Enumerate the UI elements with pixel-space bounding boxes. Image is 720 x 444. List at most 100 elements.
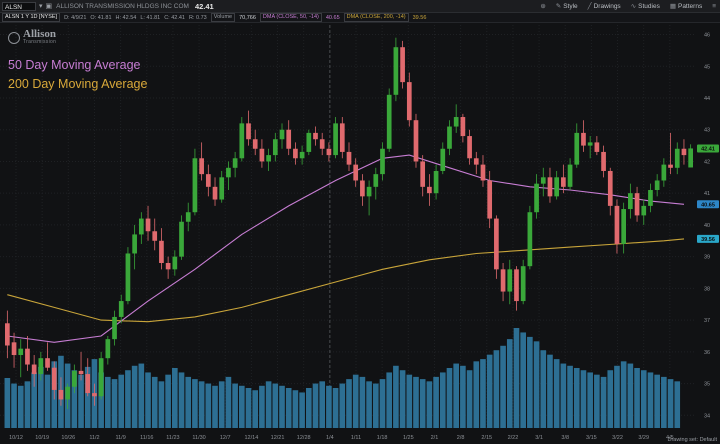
candle-down[interactable] xyxy=(480,164,486,181)
candle-up[interactable] xyxy=(65,386,70,400)
candle-up[interactable] xyxy=(567,164,573,187)
candle-up[interactable] xyxy=(179,221,184,257)
candle-down[interactable] xyxy=(246,123,251,140)
candle-up[interactable] xyxy=(688,148,693,168)
candle-down[interactable] xyxy=(205,174,211,187)
candle-down[interactable] xyxy=(500,269,506,292)
candle-down[interactable] xyxy=(58,389,64,400)
candle-up[interactable] xyxy=(112,316,117,340)
candle-up[interactable] xyxy=(534,183,539,213)
candle-up[interactable] xyxy=(661,164,667,181)
candle-down[interactable] xyxy=(494,218,499,270)
candle-down[interactable] xyxy=(259,148,265,162)
candle-down[interactable] xyxy=(159,240,164,263)
chart-symbol-label[interactable]: ALSN 1 Y 1D [NYSE] xyxy=(2,13,61,22)
candle-up[interactable] xyxy=(621,209,627,244)
tool-drawings[interactable]: ╱ Drawings xyxy=(588,2,621,11)
candle-down[interactable] xyxy=(547,177,553,197)
candle-down[interactable] xyxy=(467,136,472,159)
candle-down[interactable] xyxy=(487,180,493,219)
candle-up[interactable] xyxy=(98,358,104,397)
candle-up[interactable] xyxy=(185,212,191,222)
candle-up[interactable] xyxy=(574,132,580,165)
candle-down[interactable] xyxy=(360,180,365,197)
candle-down[interactable] xyxy=(561,177,566,187)
dropdown-icon[interactable]: ▾ xyxy=(39,3,43,10)
candle-down[interactable] xyxy=(681,148,687,156)
sma50-study-label[interactable]: DMA (CLOSE, 50, -14) xyxy=(259,13,322,22)
candle-down[interactable] xyxy=(293,148,298,159)
candle-up[interactable] xyxy=(507,269,513,292)
sma200-study-label[interactable]: DMA (CLOSE, 200, -14) xyxy=(343,13,409,22)
candle-down[interactable] xyxy=(339,123,345,152)
candle-up[interactable] xyxy=(219,177,225,200)
candle-down[interactable] xyxy=(607,170,613,206)
candle-down[interactable] xyxy=(199,158,204,175)
price-chart[interactable]: 46 45 44 43 42 41 40 39 38 37 36 35 34 10/12 10/19 10/2… xyxy=(0,23,720,444)
candle-down[interactable] xyxy=(11,342,17,356)
symbol-input[interactable]: ALSN xyxy=(2,1,36,11)
candle-up[interactable] xyxy=(279,129,285,140)
candle-up[interactable] xyxy=(554,177,560,197)
candle-up[interactable] xyxy=(299,151,305,159)
candle-down[interactable] xyxy=(165,262,171,270)
candle-up[interactable] xyxy=(386,94,392,149)
candle-up[interactable] xyxy=(18,348,24,356)
candle-up[interactable] xyxy=(333,123,338,156)
candle-down[interactable] xyxy=(668,164,673,168)
candle-down[interactable] xyxy=(212,186,218,200)
tool-patterns[interactable]: ▦ Patterns xyxy=(670,2,702,11)
candle-down[interactable] xyxy=(92,393,97,397)
candle-up[interactable] xyxy=(453,117,459,127)
candle-up[interactable] xyxy=(366,186,372,197)
candle-down[interactable] xyxy=(31,364,37,375)
candle-up[interactable] xyxy=(138,218,144,235)
candle-up[interactable] xyxy=(272,139,278,156)
candle-down[interactable] xyxy=(326,148,332,156)
candle-down[interactable] xyxy=(406,82,412,121)
candle-down[interactable] xyxy=(400,47,405,83)
candle-up[interactable] xyxy=(654,180,660,191)
candle-up[interactable] xyxy=(71,370,77,387)
tool-zoom[interactable]: ⊕ xyxy=(540,2,545,10)
candle-down[interactable] xyxy=(473,158,479,165)
candle-up[interactable] xyxy=(226,167,231,178)
candle-up[interactable] xyxy=(38,358,44,375)
candle-down[interactable] xyxy=(145,218,151,232)
volume-study-label[interactable]: Volume xyxy=(210,13,236,22)
candle-down[interactable] xyxy=(78,370,84,375)
candle-up[interactable] xyxy=(118,301,124,317)
candle-up[interactable] xyxy=(540,177,546,184)
candle-down[interactable] xyxy=(45,358,50,368)
tool-studies[interactable]: ∿ Studies xyxy=(631,2,660,11)
candle-up[interactable] xyxy=(232,158,238,168)
candle-down[interactable] xyxy=(286,129,292,149)
tool-menu[interactable]: ≡ xyxy=(712,3,716,10)
candle-up[interactable] xyxy=(520,266,526,302)
candle-up[interactable] xyxy=(641,205,647,216)
candle-up[interactable] xyxy=(587,142,593,146)
candle-up[interactable] xyxy=(239,123,245,159)
candle-down[interactable] xyxy=(614,205,620,244)
candle-up[interactable] xyxy=(306,132,312,152)
candle-down[interactable] xyxy=(85,374,91,394)
candle-down[interactable] xyxy=(319,139,325,149)
candle-up[interactable] xyxy=(527,212,533,267)
candle-down[interactable] xyxy=(152,231,158,241)
candle-up[interactable] xyxy=(628,193,633,210)
candle-down[interactable] xyxy=(460,117,466,137)
candle-up[interactable] xyxy=(648,190,653,206)
candle-down[interactable] xyxy=(252,139,258,149)
candle-down[interactable] xyxy=(25,348,30,365)
candle-up[interactable] xyxy=(266,155,271,162)
candle-down[interactable] xyxy=(313,132,318,140)
candle-up[interactable] xyxy=(433,170,439,194)
drawing-set-label[interactable]: Drawing set: Default xyxy=(667,437,717,443)
candle-up[interactable] xyxy=(125,253,131,302)
candle-down[interactable] xyxy=(353,164,359,181)
candle-down[interactable] xyxy=(601,151,606,171)
candle-up[interactable] xyxy=(393,47,399,95)
candle-up[interactable] xyxy=(192,158,198,213)
candle-up[interactable] xyxy=(373,174,379,187)
candle-down[interactable] xyxy=(594,142,600,152)
